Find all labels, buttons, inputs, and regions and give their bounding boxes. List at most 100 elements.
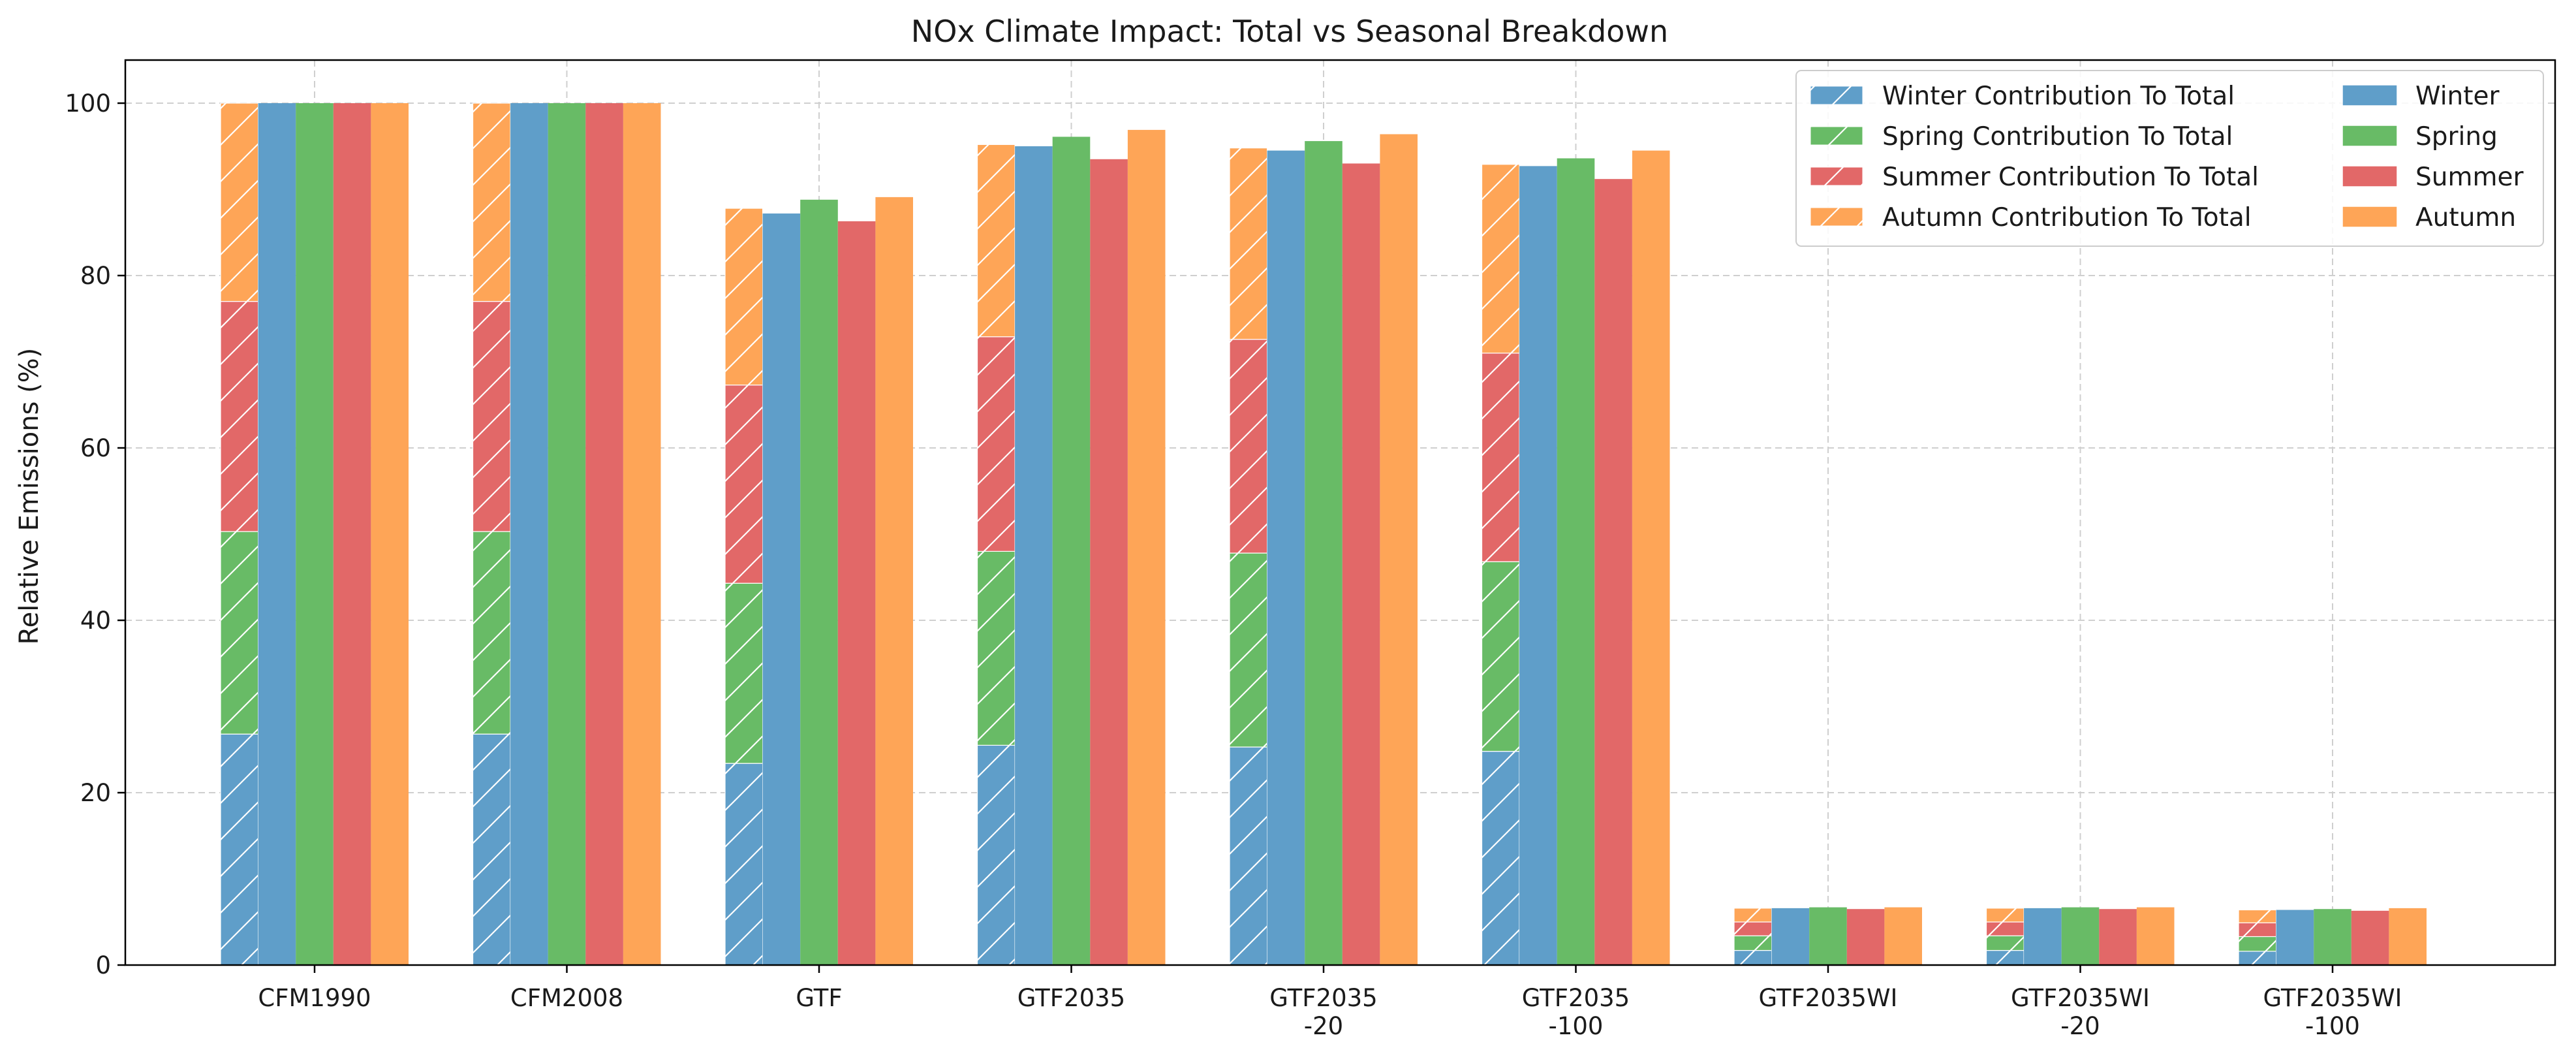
x-tick-label: GTF2035 -100 [1522, 984, 1630, 1040]
x-tick-label-line: -100 [2305, 1012, 2360, 1040]
bar-stacked-summer-contribution-to-total-hatch [1482, 353, 1520, 562]
y-tick-label: 60 [80, 434, 111, 462]
bar-stacked-autumn-contribution-to-total-hatch [221, 103, 258, 302]
bar-spring [296, 103, 334, 965]
bar-autumn [2137, 908, 2175, 965]
bar-stacked-summer-contribution-to-total-hatch [221, 302, 258, 532]
bar-autumn [2389, 908, 2427, 965]
x-tick-label-line: GTF2035WI [1759, 984, 1898, 1012]
legend-label-spring-contribution-to-total: Spring Contribution To Total [1882, 122, 2233, 151]
bar-stacked-spring-contribution-to-total-hatch [1482, 562, 1520, 751]
bar-summer [1090, 159, 1128, 965]
legend-label-spring: Spring [2415, 122, 2498, 151]
x-tick-label-line: CFM1990 [258, 984, 371, 1012]
bar-stacked-summer-contribution-to-total-hatch [725, 385, 763, 584]
bar-autumn [1884, 908, 1922, 965]
legend-swatch-spring [2344, 127, 2396, 145]
y-tick-label: 80 [80, 262, 111, 290]
bar-stacked-winter-contribution-to-total-hatch [2239, 951, 2276, 965]
bar-stacked-spring-contribution-to-total-hatch [2239, 936, 2276, 951]
bar-stacked-winter-contribution-to-total-hatch [1482, 752, 1520, 965]
bar-winter [1772, 908, 1810, 965]
bar-winter [2276, 910, 2314, 965]
bar-spring [2314, 909, 2351, 965]
bar-winter [1267, 151, 1305, 965]
bar-stacked-winter-contribution-to-total-hatch [978, 745, 1016, 965]
bar-stacked-summer-contribution-to-total-hatch [1734, 922, 1772, 936]
bar-summer [1594, 179, 1632, 965]
bar-summer [1847, 909, 1885, 965]
bar-stacked-spring-contribution-to-total-hatch [1230, 553, 1267, 747]
legend-label-autumn: Autumn [2415, 203, 2516, 232]
bar-autumn [875, 197, 913, 965]
bar-stacked-spring-contribution-to-total-hatch [978, 551, 1016, 745]
legend-swatch-summer-contribution-to-total-hatch [1810, 167, 1863, 185]
bar-spring [1557, 158, 1595, 965]
x-tick-label: CFM2008 [510, 984, 623, 1012]
bar-stacked-summer-contribution-to-total-hatch [2239, 923, 2276, 936]
bar-stacked-summer-contribution-to-total-hatch [978, 337, 1016, 552]
x-tick-label-line: GTF2035 [1017, 984, 1125, 1012]
x-tick-label-line: -20 [2060, 1012, 2100, 1040]
x-tick-label: GTF2035WI [1759, 984, 1898, 1012]
bar-winter [1519, 166, 1557, 965]
bar-stacked-autumn-contribution-to-total-hatch [978, 144, 1016, 336]
x-tick-label-line: GTF2035WI [2263, 984, 2402, 1012]
chart-title: NOx Climate Impact: Total vs Seasonal Br… [911, 14, 1668, 49]
bar-winter [258, 103, 296, 965]
bar-stacked-autumn-contribution-to-total-hatch [1482, 165, 1520, 353]
x-tick-label-line: CFM2008 [510, 984, 623, 1012]
legend-swatch-autumn [2344, 208, 2396, 226]
bar-stacked-autumn-contribution-to-total-hatch [1987, 908, 2025, 922]
bar-spring [800, 200, 838, 965]
x-tick-label-line: GTF2035 [1522, 984, 1630, 1012]
x-tick-label-line: GTF2035 [1269, 984, 1377, 1012]
bar-stacked-winter-contribution-to-total-hatch [1734, 951, 1772, 965]
y-tick-label: 0 [95, 951, 111, 979]
x-tick-label: GTF2035WI -100 [2263, 984, 2402, 1040]
bar-spring [2062, 908, 2100, 965]
bar-summer [334, 103, 371, 965]
bar-stacked-summer-contribution-to-total-hatch [1230, 340, 1267, 553]
x-tick-label-line: GTF2035WI [2011, 984, 2150, 1012]
bar-stacked-autumn-contribution-to-total-hatch [473, 103, 511, 302]
x-tick-label: GTF2035 [1017, 984, 1125, 1012]
bar-stacked-autumn-contribution-to-total-hatch [1230, 148, 1267, 340]
y-axis-label: Relative Emissions (%) [14, 348, 44, 645]
bar-autumn [1128, 130, 1166, 965]
bar-summer [585, 103, 623, 965]
bar-stacked-spring-contribution-to-total-hatch [221, 532, 258, 734]
x-tick-label: GTF [796, 984, 842, 1012]
bar-summer [838, 221, 876, 965]
bar-spring [1305, 141, 1342, 965]
bar-stacked-winter-contribution-to-total-hatch [473, 734, 511, 965]
bar-summer [1342, 163, 1380, 965]
legend-swatch-winter [2344, 86, 2396, 104]
bar-spring [1053, 136, 1091, 965]
legend-swatch-summer [2344, 167, 2396, 185]
y-tick-label: 40 [80, 607, 111, 635]
x-tick-label: CFM1990 [258, 984, 371, 1012]
x-tick-label-line: -20 [1304, 1012, 1343, 1040]
bar-spring [548, 103, 586, 965]
x-tick-label-line: GTF [796, 984, 842, 1012]
bar-stacked-winter-contribution-to-total-hatch [725, 763, 763, 965]
bar-winter [1015, 146, 1053, 965]
legend: Winter Contribution To Total Spring Contr… [1796, 71, 2543, 246]
bar-stacked-summer-contribution-to-total-hatch [473, 302, 511, 532]
bar-stacked-spring-contribution-to-total-hatch [473, 532, 511, 734]
bar-stacked-winter-contribution-to-total-hatch [221, 734, 258, 965]
bar-stacked-autumn-contribution-to-total-hatch [1734, 908, 1772, 922]
bar-stacked-autumn-contribution-to-total-hatch [725, 208, 763, 385]
bar-stacked-summer-contribution-to-total-hatch [1987, 922, 2025, 936]
legend-label-winter-contribution-to-total: Winter Contribution To Total [1882, 82, 2235, 111]
bar-summer [2351, 911, 2389, 965]
bar-stacked-spring-contribution-to-total-hatch [725, 583, 763, 763]
legend-swatch-winter-contribution-to-total-hatch [1810, 86, 1863, 104]
bar-stacked-spring-contribution-to-total-hatch [1734, 936, 1772, 950]
bar-stacked-winter-contribution-to-total-hatch [1987, 951, 2025, 965]
legend-label-summer: Summer [2415, 163, 2524, 192]
bar-winter [763, 214, 801, 965]
bar-winter [510, 103, 548, 965]
